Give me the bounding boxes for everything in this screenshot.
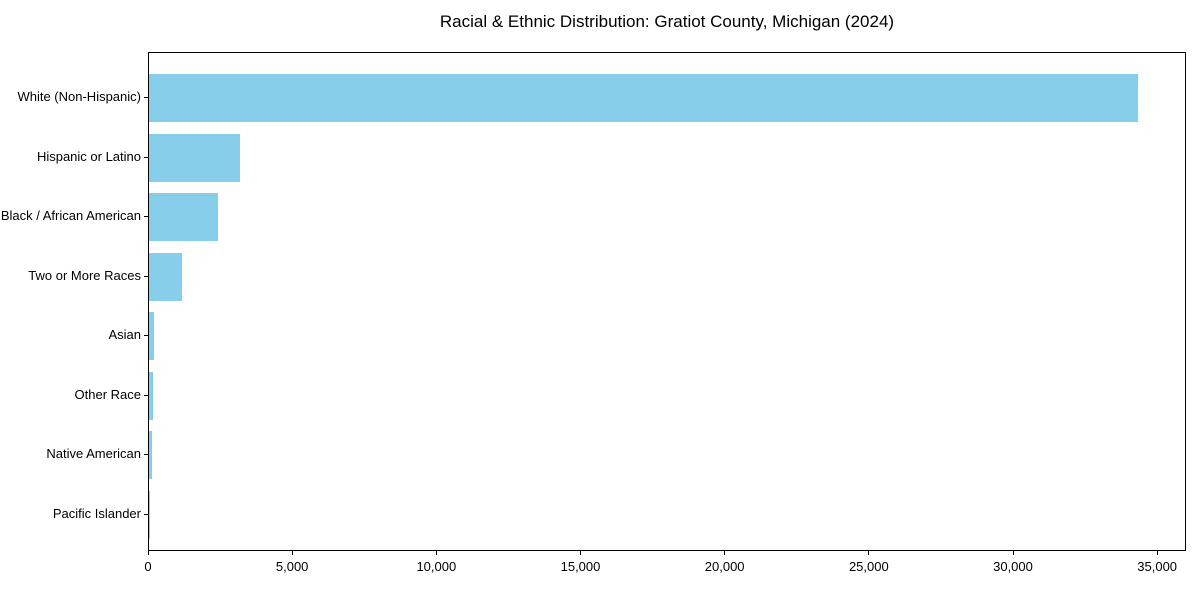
x-tick-label: 5,000 <box>275 559 309 574</box>
x-tick-label: 25,000 <box>848 559 889 574</box>
y-tick-mark <box>144 454 148 455</box>
x-tick-mark <box>291 551 293 555</box>
y-tick-label: Hispanic or Latino <box>36 148 141 164</box>
x-tick-label: 0 <box>144 559 152 574</box>
x-tick-mark <box>580 551 581 555</box>
x-tick-mark <box>724 551 726 555</box>
bar-hispanic-or-latino <box>149 133 241 182</box>
y-tick-mark <box>144 394 148 396</box>
x-tick-label: 15,000 <box>560 559 601 574</box>
x-tick-mark <box>147 551 149 555</box>
x-tick-label: 35,000 <box>1137 559 1178 574</box>
x-tick-mark <box>435 551 437 555</box>
y-tick-mark <box>144 216 148 217</box>
x-tick-mark <box>1156 551 1158 555</box>
y-tick-label: Two or More Races <box>28 267 141 283</box>
y-tick-mark <box>144 97 148 98</box>
bar-white-non-hispanic <box>149 74 1138 122</box>
y-tick-label: Black / African American <box>0 208 141 223</box>
y-tick-mark <box>144 156 148 158</box>
bar-native-american <box>149 431 153 479</box>
y-tick-mark <box>144 275 148 277</box>
x-tick-mark <box>868 551 870 555</box>
x-tick-label: 30,000 <box>993 559 1033 574</box>
y-tick-mark <box>144 513 148 515</box>
bar-other-race <box>149 371 154 420</box>
y-tick-mark <box>144 335 148 336</box>
y-tick-label: Other Race <box>74 386 141 402</box>
plot-area <box>148 52 1186 551</box>
bar-black-african-american <box>149 193 218 241</box>
y-tick-label: Asian <box>108 327 141 342</box>
x-tick-mark <box>1012 551 1014 555</box>
chart-title: Racial & Ethnic Distribution: Gratiot Co… <box>439 12 895 31</box>
bar-two-or-more-races <box>149 252 182 301</box>
y-tick-label: White (Non-Hispanic) <box>17 89 141 104</box>
x-tick-label: 20,000 <box>704 559 745 574</box>
y-tick-label: Pacific Islander <box>52 505 141 521</box>
x-tick-label: 10,000 <box>416 559 457 574</box>
bar-asian <box>149 312 155 360</box>
y-tick-label: Native American <box>46 446 141 461</box>
